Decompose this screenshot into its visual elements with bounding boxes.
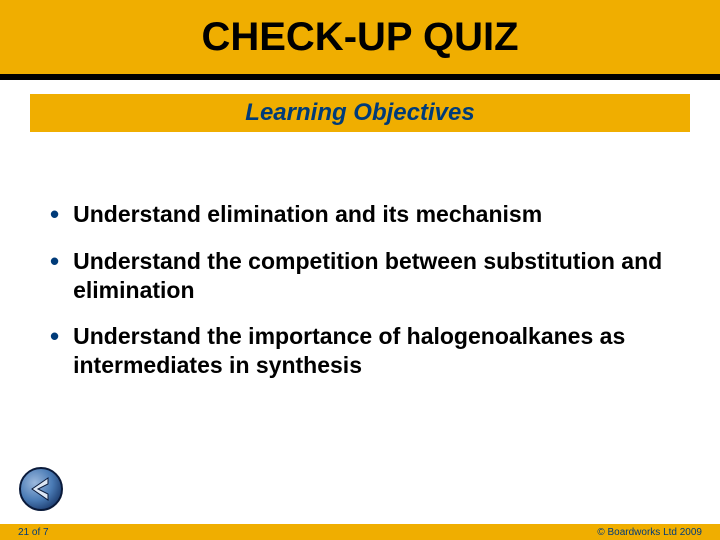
list-item: • Understand the competition between sub… (50, 247, 670, 305)
page-total: 7 (43, 527, 49, 538)
back-button[interactable] (18, 466, 64, 512)
slide-title: CHECK-UP QUIZ (201, 15, 518, 60)
subtitle-bar: Learning Objectives (30, 94, 690, 132)
page-current: 21 (18, 527, 29, 538)
list-item: • Understand the importance of halogenoa… (50, 322, 670, 380)
back-arrow-icon (18, 466, 64, 512)
page-indicator: 21 of 7 (18, 527, 49, 538)
bullet-icon: • (50, 322, 59, 350)
objective-text: Understand elimination and its mechanism (73, 200, 542, 229)
copyright: © Boardworks Ltd 2009 (597, 527, 702, 538)
title-bar: CHECK-UP QUIZ (0, 0, 720, 80)
objectives-list: • Understand elimination and its mechani… (50, 200, 670, 398)
objective-text: Understand the competition between subst… (73, 247, 670, 305)
list-item: • Understand elimination and its mechani… (50, 200, 670, 229)
page-sep: of (29, 527, 43, 538)
bullet-icon: • (50, 247, 59, 275)
subtitle: Learning Objectives (245, 99, 474, 127)
objective-text: Understand the importance of halogenoalk… (73, 322, 670, 380)
footer: 21 of 7 © Boardworks Ltd 2009 (0, 524, 720, 540)
bullet-icon: • (50, 200, 59, 228)
slide: CHECK-UP QUIZ Learning Objectives • Unde… (0, 0, 720, 540)
